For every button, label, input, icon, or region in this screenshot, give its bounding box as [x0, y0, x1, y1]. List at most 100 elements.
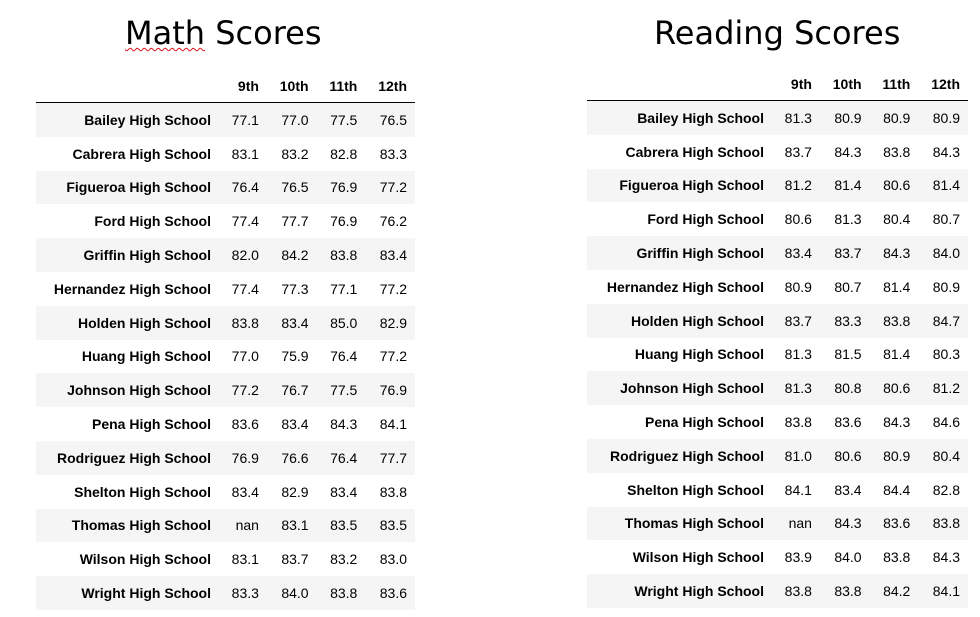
score-cell: 76.9 — [231, 449, 259, 466]
score-cell: 83.8 — [784, 583, 812, 600]
school-name: Shelton High School — [627, 481, 764, 498]
table-row: Ford High School 77.4 77.7 76.9 76.2 — [36, 204, 415, 238]
score-cell: 82.9 — [379, 314, 407, 331]
score-cell: 77.2 — [379, 179, 407, 196]
score-cell: 81.4 — [883, 346, 911, 363]
score-cell: 84.2 — [883, 583, 911, 600]
score-cell: 76.7 — [281, 382, 309, 399]
score-cell: 81.2 — [932, 380, 960, 397]
score-cell: 84.4 — [883, 481, 911, 498]
score-cell: 83.4 — [231, 483, 259, 500]
score-cell: 84.3 — [834, 515, 862, 532]
score-cell: 76.4 — [231, 179, 259, 196]
school-name: Huang High School — [634, 346, 764, 363]
score-cell: 83.2 — [281, 145, 309, 162]
score-cell: 84.1 — [932, 583, 960, 600]
school-name: Bailey High School — [84, 111, 211, 128]
score-cell: nan — [235, 517, 259, 534]
score-cell: 83.8 — [883, 312, 911, 329]
score-cell: 80.3 — [932, 346, 960, 363]
score-cell: 84.0 — [281, 585, 309, 602]
score-cell: 83.8 — [231, 314, 259, 331]
score-cell: 80.9 — [883, 109, 911, 126]
school-name: Johnson High School — [620, 380, 764, 397]
score-cell: 76.9 — [330, 213, 358, 230]
score-cell: 84.6 — [932, 414, 960, 431]
reading-header-row: 9th 10th 11th 12th — [587, 68, 968, 101]
table-row: Hernandez High School 77.4 77.3 77.1 77.2 — [36, 272, 415, 306]
score-cell: 83.8 — [834, 583, 862, 600]
table-row: Ford High School 80.6 81.3 80.4 80.7 — [587, 202, 968, 236]
table-row: Bailey High School 81.3 80.9 80.9 80.9 — [587, 100, 968, 135]
school-name: Huang High School — [81, 348, 211, 365]
score-cell: 83.7 — [784, 143, 812, 160]
score-cell: 80.7 — [932, 211, 960, 228]
score-cell: 83.1 — [231, 145, 259, 162]
score-cell: 77.3 — [281, 280, 309, 297]
table-row: Griffin High School 83.4 83.7 84.3 84.0 — [587, 236, 968, 270]
score-cell: 83.7 — [281, 551, 309, 568]
math-table-header: 9th 10th 11th 12th — [36, 70, 415, 103]
school-name: Wilson High School — [632, 549, 764, 566]
score-cell: 83.4 — [330, 483, 358, 500]
score-cell: 81.3 — [784, 346, 812, 363]
score-cell: 81.5 — [834, 346, 862, 363]
score-cell: 83.8 — [379, 483, 407, 500]
table-row: Wright High School 83.8 83.8 84.2 84.1 — [587, 574, 968, 608]
table-row: Rodriguez High School 76.9 76.6 76.4 77.7 — [36, 440, 415, 475]
score-cell: 83.0 — [379, 551, 407, 568]
school-name: Wright High School — [81, 585, 211, 602]
score-cell: 83.3 — [231, 585, 259, 602]
reading-table-header: 9th 10th 11th 12th — [587, 68, 968, 101]
table-row: Pena High School 83.8 83.6 84.3 84.6 — [587, 405, 968, 439]
score-cell: 84.3 — [932, 549, 960, 566]
score-cell: 83.4 — [281, 314, 309, 331]
score-cell: 76.5 — [281, 179, 309, 196]
score-cell: 83.6 — [883, 515, 911, 532]
score-cell: 84.2 — [281, 247, 309, 264]
score-cell: 77.2 — [231, 382, 259, 399]
score-cell: 84.1 — [784, 481, 812, 498]
score-cell: 83.6 — [379, 585, 407, 602]
reading-column-header: 12th — [918, 68, 968, 101]
score-cell: 82.8 — [330, 145, 358, 162]
math-header-corner — [36, 70, 219, 103]
table-row: Holden High School 83.7 83.3 83.8 84.7 — [587, 303, 968, 338]
score-cell: 83.8 — [330, 247, 358, 264]
score-cell: 81.3 — [784, 380, 812, 397]
math-column-header: 9th — [219, 70, 267, 103]
score-cell: 83.3 — [834, 312, 862, 329]
school-name: Johnson High School — [67, 382, 211, 399]
table-row: Thomas High School nan 84.3 83.6 83.8 — [587, 506, 968, 541]
school-name: Pena High School — [644, 414, 764, 431]
table-row: Shelton High School 83.4 82.9 83.4 83.8 — [36, 475, 415, 509]
score-cell: 83.3 — [379, 145, 407, 162]
table-row: Thomas High School nan 83.1 83.5 83.5 — [36, 508, 415, 543]
score-cell: 84.0 — [932, 245, 960, 262]
score-cell: 75.9 — [281, 348, 309, 365]
score-cell: 77.1 — [330, 280, 358, 297]
table-row: Holden High School 83.8 83.4 85.0 82.9 — [36, 305, 415, 340]
score-cell: 77.7 — [379, 449, 407, 466]
table-row: Wilson High School 83.9 84.0 83.8 84.3 — [587, 540, 968, 574]
score-cell: 80.9 — [883, 447, 911, 464]
score-cell: 83.8 — [883, 143, 911, 160]
score-cell: 77.0 — [231, 348, 259, 365]
score-cell: 76.2 — [379, 213, 407, 230]
school-name: Cabrera High School — [625, 143, 764, 160]
math-header-row: 9th 10th 11th 12th — [36, 70, 415, 103]
school-name: Bailey High School — [637, 109, 764, 126]
math-table-body: Bailey High School 77.1 77.0 77.5 76.5 Cabrer… — [36, 102, 415, 610]
score-cell: 84.1 — [379, 416, 407, 433]
score-cell: 80.6 — [834, 447, 862, 464]
school-name: Figueroa High School — [619, 177, 764, 194]
math-title-word: Math — [125, 14, 206, 52]
table-row: Griffin High School 82.0 84.2 83.8 83.4 — [36, 238, 415, 272]
table-row: Hernandez High School 80.9 80.7 81.4 80.9 — [587, 270, 968, 304]
score-cell: 81.4 — [883, 278, 911, 295]
score-cell: 83.6 — [834, 414, 862, 431]
score-cell: 77.5 — [330, 111, 358, 128]
score-cell: 83.8 — [784, 414, 812, 431]
score-cell: 83.2 — [330, 551, 358, 568]
score-cell: 83.8 — [932, 515, 960, 532]
